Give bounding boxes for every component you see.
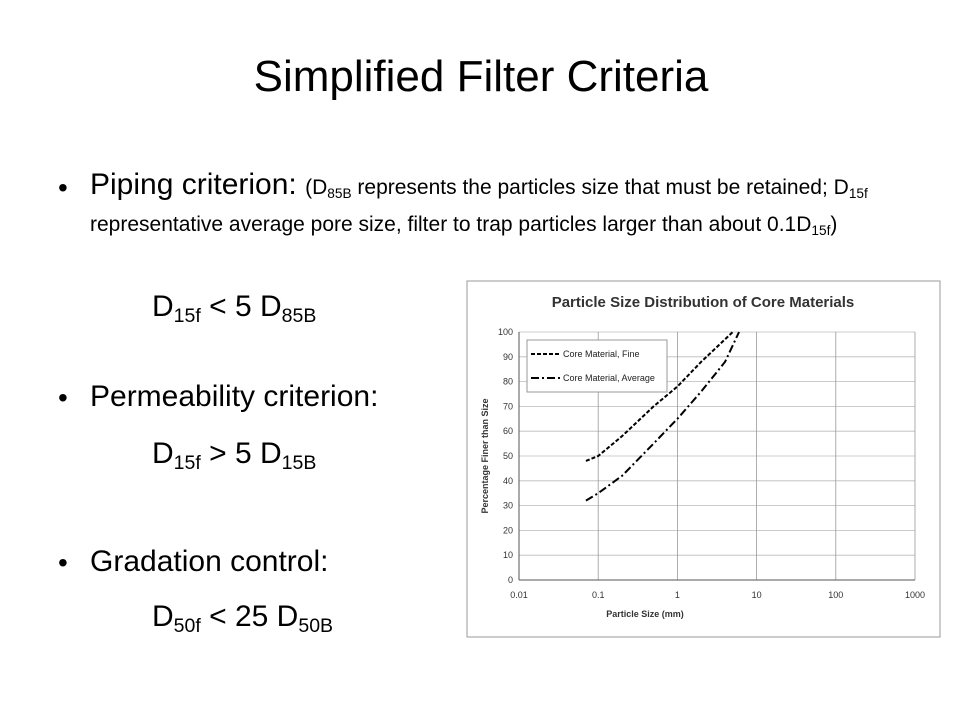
note-text: represents the particles size that must … <box>351 176 849 199</box>
bullet-heading: Permeability criterion: <box>90 380 379 413</box>
y-tick-label: 50 <box>503 451 513 461</box>
y-tick-label: 0 <box>508 575 513 585</box>
x-axis-label: Particle Size (mm) <box>606 609 684 619</box>
formula-text: > 5 D <box>200 437 282 470</box>
x-tick-label: 1 <box>675 590 680 600</box>
data-line <box>585 331 734 462</box>
chart-title: Particle Size Distribution of Core Mater… <box>552 294 855 311</box>
y-tick-label: 30 <box>503 501 513 511</box>
y-tick-label: 90 <box>503 352 513 362</box>
legend-label: Core Material, Fine <box>563 349 640 359</box>
note: (D85B represents the particles size that… <box>90 176 868 239</box>
subscript: 50B <box>298 614 334 637</box>
bullet-text: Piping criterion: (D85B represents the p… <box>90 168 920 242</box>
subscript: 85B <box>281 304 317 327</box>
formula-text: D <box>152 437 174 470</box>
note-text: representative average pore size, filter… <box>90 213 812 236</box>
subscript: 15B <box>281 451 317 474</box>
bullet: • <box>58 382 68 413</box>
formula-text: < 5 D <box>200 290 282 323</box>
formula: D15f < 5 D85B <box>152 290 317 327</box>
y-tick-label: 60 <box>503 426 513 436</box>
slide-title: Simplified Filter Criteria <box>253 52 709 101</box>
bullet: • <box>58 172 68 203</box>
x-tick-label: 10 <box>752 590 762 600</box>
subscript: 15f <box>811 223 831 239</box>
formula: D15f > 5 D15B <box>152 437 317 474</box>
bullet: • <box>58 547 68 578</box>
formula: D50f < 25 D50B <box>152 600 334 637</box>
y-tick-label: 40 <box>503 476 513 486</box>
bullet-heading: Piping criterion: <box>90 168 297 201</box>
y-tick-label: 70 <box>503 401 513 411</box>
note-text: (D <box>305 176 328 199</box>
subscript: 15f <box>173 304 201 327</box>
y-tick-label: 100 <box>498 327 513 337</box>
y-axis-label: Percentage Finer than Size <box>480 398 490 513</box>
x-tick-label: 100 <box>828 590 843 600</box>
legend-label: Core Material, Average <box>563 373 655 383</box>
subscript: 50f <box>173 614 201 637</box>
subscript: 15f <box>848 186 868 202</box>
data-line <box>585 331 740 502</box>
formula-text: D <box>152 290 174 323</box>
formula-text: < 25 D <box>200 600 299 633</box>
chart-frame <box>466 280 941 638</box>
x-tick-label: 1000 <box>905 590 925 600</box>
y-tick-label: 80 <box>503 377 513 387</box>
y-tick-label: 10 <box>503 550 513 560</box>
y-tick-label: 20 <box>503 525 513 535</box>
formula-text: D <box>152 600 174 633</box>
x-tick-label: 0.01 <box>510 590 528 600</box>
subscript: 15f <box>173 451 201 474</box>
bullet-heading: Gradation control: <box>90 545 329 578</box>
subscript: 85B <box>327 186 352 202</box>
note-text: ) <box>830 213 838 236</box>
legend-box <box>526 339 668 393</box>
x-tick-label: 0.1 <box>592 590 605 600</box>
